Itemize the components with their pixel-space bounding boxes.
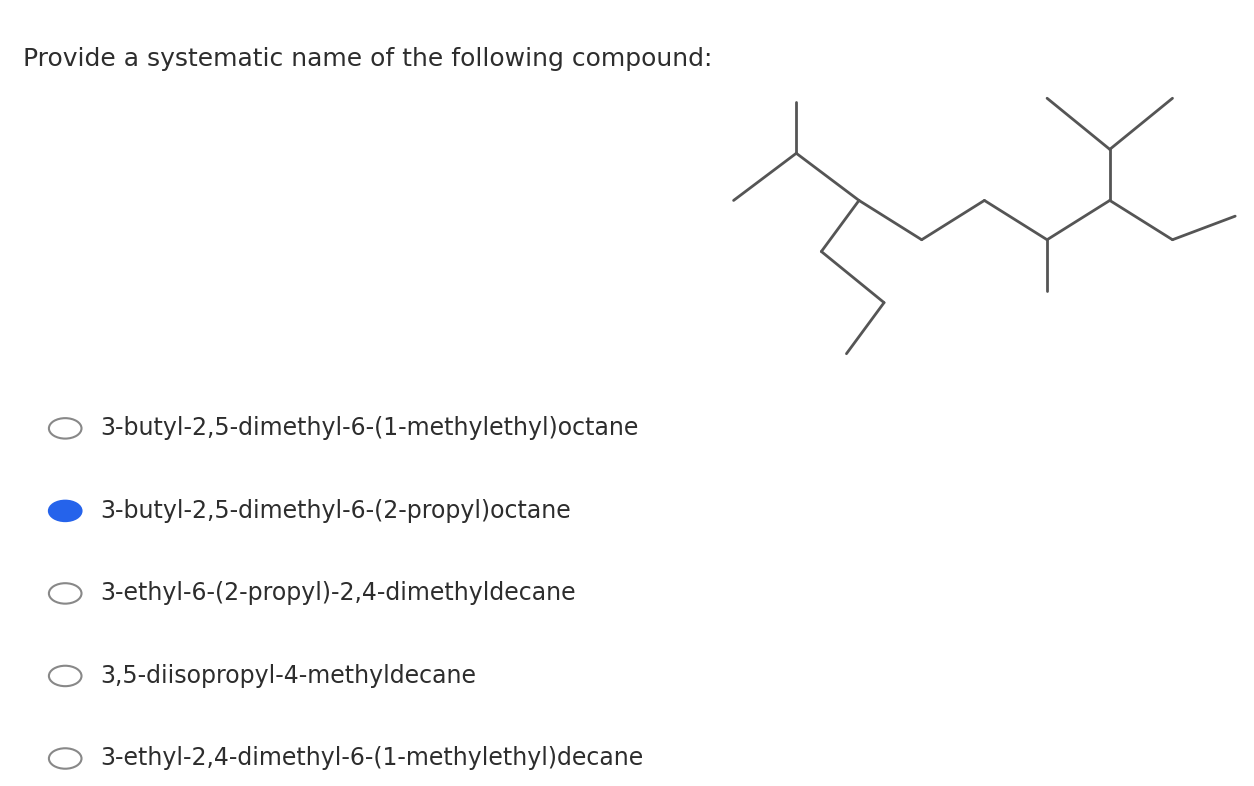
Circle shape bbox=[49, 748, 82, 769]
Circle shape bbox=[49, 583, 82, 604]
Text: 3-butyl-2,5-dimethyl-6-(1-methylethyl)octane: 3-butyl-2,5-dimethyl-6-(1-methylethyl)oc… bbox=[100, 417, 638, 440]
Circle shape bbox=[49, 418, 82, 439]
Text: 3-ethyl-2,4-dimethyl-6-(1-methylethyl)decane: 3-ethyl-2,4-dimethyl-6-(1-methylethyl)de… bbox=[100, 747, 643, 770]
Text: 3-butyl-2,5-dimethyl-6-(2-propyl)octane: 3-butyl-2,5-dimethyl-6-(2-propyl)octane bbox=[100, 499, 571, 523]
Text: 3,5-diisopropyl-4-methyldecane: 3,5-diisopropyl-4-methyldecane bbox=[100, 664, 477, 688]
Text: Provide a systematic name of the following compound:: Provide a systematic name of the followi… bbox=[23, 47, 712, 72]
Circle shape bbox=[49, 666, 82, 686]
Circle shape bbox=[49, 501, 82, 521]
Text: 3-ethyl-6-(2-propyl)-2,4-dimethyldecane: 3-ethyl-6-(2-propyl)-2,4-dimethyldecane bbox=[100, 582, 576, 605]
